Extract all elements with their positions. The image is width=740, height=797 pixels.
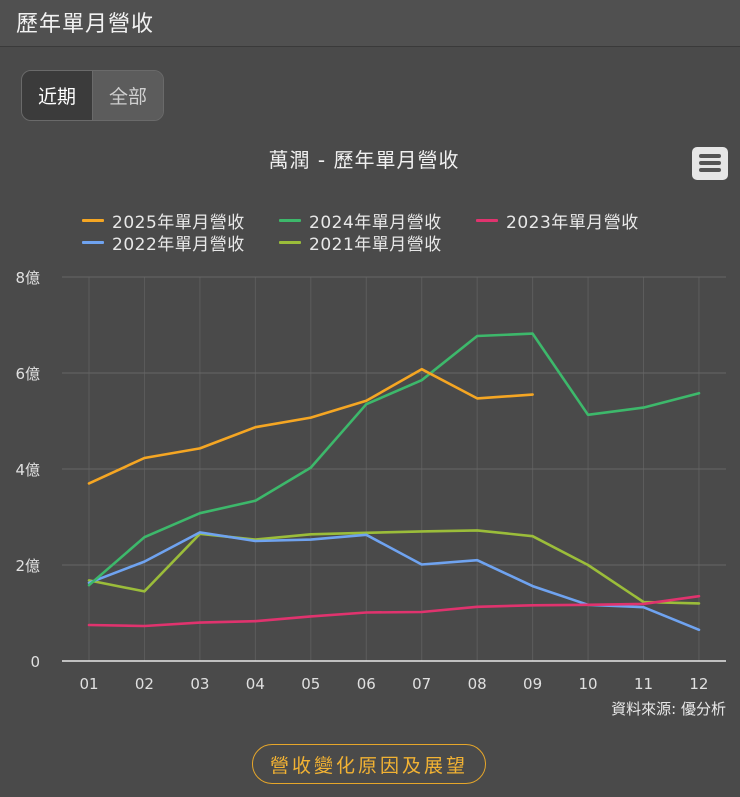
- toggle-all-button[interactable]: 全部: [92, 71, 163, 120]
- legend-swatch-2023: [476, 219, 498, 222]
- series-line-2023年單月營收: [87, 594, 701, 628]
- legend-item-2022[interactable]: 2022年單月營收: [82, 230, 245, 255]
- x-tick-label: 09: [523, 675, 542, 693]
- x-tick-label: 01: [79, 675, 98, 693]
- y-tick-label: 6億: [15, 365, 40, 383]
- legend-swatch-2021: [279, 241, 301, 244]
- period-toggle: 近期 全部: [21, 70, 164, 121]
- hamburger-menu-icon[interactable]: [692, 147, 728, 180]
- series-line-2021年單月營收: [87, 529, 701, 605]
- x-tick-label: 11: [634, 675, 653, 693]
- x-tick-label: 05: [301, 675, 320, 693]
- x-tick-label: 03: [190, 675, 209, 693]
- data-source-label: 資料來源: 優分析: [611, 700, 726, 718]
- legend-label-2021: 2021年單月營收: [309, 235, 442, 255]
- legend-swatch-2022: [82, 241, 104, 244]
- legend-label-2024: 2024年單月營收: [309, 213, 442, 233]
- y-tick-label: 2億: [15, 557, 40, 575]
- y-tick-label: 0: [30, 653, 40, 671]
- legend-item-2024[interactable]: 2024年單月營收: [279, 208, 442, 233]
- legend-item-2021[interactable]: 2021年單月營收: [279, 230, 442, 255]
- legend-item-2025[interactable]: 2025年單月營收: [82, 208, 245, 233]
- y-tick-label: 8億: [15, 269, 40, 287]
- app-header: 歷年單月營收: [0, 0, 740, 47]
- series-line-2025年單月營收: [87, 367, 534, 485]
- x-tick-label: 08: [468, 675, 487, 693]
- x-tick-label: 02: [135, 675, 154, 693]
- x-tick-label: 04: [246, 675, 265, 693]
- chart-title: 萬潤 - 歷年單月營收: [268, 148, 460, 172]
- x-tick-label: 06: [357, 675, 376, 693]
- page-title: 歷年單月營收: [16, 12, 155, 37]
- legend-label-2023: 2023年單月營收: [506, 213, 639, 233]
- x-tick-label: 12: [689, 675, 708, 693]
- x-tick-label: 07: [412, 675, 431, 693]
- legend-item-2023[interactable]: 2023年單月營收: [476, 208, 639, 233]
- legend-label-2025: 2025年單月營收: [112, 213, 245, 233]
- series-line-2022年單月營收: [87, 531, 701, 632]
- x-tick-label: 10: [579, 675, 598, 693]
- legend-swatch-2025: [82, 219, 104, 222]
- toggle-recent-button[interactable]: 近期: [22, 71, 92, 120]
- legend-swatch-2024: [279, 219, 301, 222]
- series-line-2024年單月營收: [87, 332, 701, 587]
- legend-label-2022: 2022年單月營收: [112, 235, 245, 255]
- y-tick-label: 4億: [15, 461, 40, 479]
- revenue-analysis-button[interactable]: 營收變化原因及展望: [252, 744, 486, 784]
